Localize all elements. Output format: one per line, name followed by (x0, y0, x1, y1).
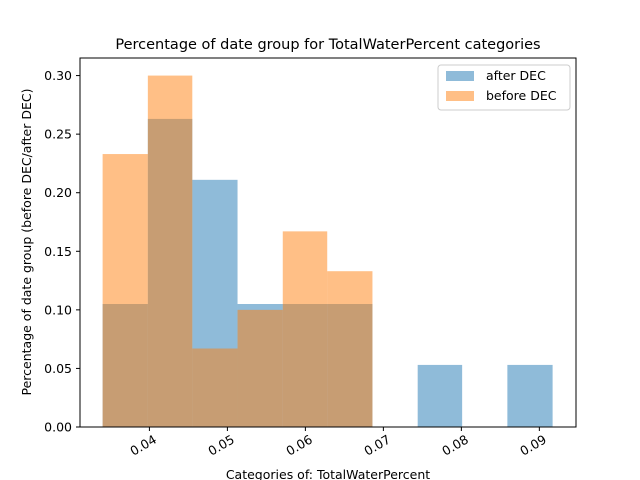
y-axis-label: Percentage of date group (before DEC/aft… (19, 89, 34, 396)
y-axis-ticks: 0.00 0.05 0.10 0.15 0.20 0.25 0.30 (44, 68, 80, 435)
x-tick-label: 0.09 (517, 432, 549, 459)
bar-series1-bin1 (147, 75, 193, 428)
y-tick-label: 0.30 (44, 68, 72, 83)
bar-series1-bin2 (192, 348, 238, 427)
x-tick-label: 0.07 (361, 432, 393, 459)
bar-series1-bin0 (102, 154, 148, 428)
y-tick-label: 0.25 (44, 127, 72, 142)
y-tick-label: 0.20 (44, 185, 72, 200)
x-tick-label: 0.04 (127, 432, 159, 459)
x-axis-ticks: 0.04 0.05 0.06 0.07 0.08 0.09 (127, 427, 549, 459)
legend-label-0: after DEC (486, 68, 546, 83)
bar-series0-bin9 (507, 364, 553, 427)
y-tick-label: 0.15 (44, 244, 72, 259)
bars-layer (102, 75, 553, 428)
x-tick-label: 0.06 (283, 432, 315, 459)
y-tick-label: 0.00 (44, 420, 72, 435)
plot-frame (79, 57, 577, 428)
y-tick-label: 0.05 (44, 361, 72, 376)
bar-series1-bin5 (327, 271, 373, 427)
x-tick-label: 0.05 (205, 432, 237, 459)
legend-label-1: before DEC (486, 88, 557, 103)
x-tick-label: 0.08 (439, 432, 471, 459)
legend-swatch-1 (446, 91, 474, 101)
legend-swatch-0 (446, 71, 474, 81)
x-axis-label: Categories of: TotalWaterPercent (226, 467, 430, 480)
bar-series1-bin3 (237, 309, 283, 427)
legend: after DEC before DEC (437, 64, 571, 111)
chart-title: Percentage of date group for TotalWaterP… (115, 37, 540, 53)
bar-series1-bin4 (282, 231, 328, 427)
y-tick-label: 0.10 (44, 302, 72, 317)
bar-series0-bin7 (417, 364, 463, 427)
